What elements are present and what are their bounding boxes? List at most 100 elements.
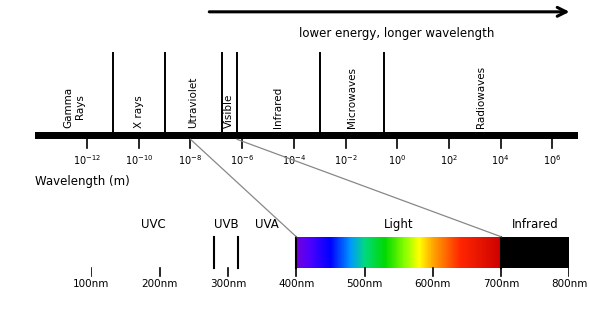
Bar — [486, 237, 487, 268]
Bar — [365, 237, 366, 268]
Bar — [497, 237, 499, 268]
Text: 700nm: 700nm — [483, 279, 519, 289]
Bar — [360, 237, 361, 268]
Bar — [381, 237, 382, 268]
Text: Radiowaves: Radiowaves — [476, 65, 486, 128]
Bar — [428, 237, 429, 268]
Bar — [392, 237, 393, 268]
Bar — [463, 237, 464, 268]
Bar — [335, 237, 336, 268]
Bar — [418, 237, 419, 268]
Bar — [483, 237, 484, 268]
Bar — [350, 237, 351, 268]
Bar — [445, 237, 446, 268]
Bar — [484, 237, 486, 268]
Text: Infrared: Infrared — [512, 218, 559, 231]
Bar — [492, 237, 493, 268]
Bar — [454, 237, 455, 268]
Bar — [407, 237, 408, 268]
Bar — [359, 237, 360, 268]
Text: $10^{6}$: $10^{6}$ — [543, 153, 562, 167]
Bar — [338, 237, 339, 268]
Bar — [406, 237, 407, 268]
Bar — [424, 237, 425, 268]
Bar — [351, 237, 352, 268]
Bar — [352, 237, 353, 268]
Bar — [423, 237, 424, 268]
Bar — [404, 237, 405, 268]
Bar — [349, 237, 350, 268]
Bar — [343, 237, 344, 268]
Bar — [374, 237, 375, 268]
Text: Visible: Visible — [224, 93, 234, 128]
Bar — [411, 237, 412, 268]
Bar — [371, 237, 372, 268]
Bar — [334, 237, 335, 268]
Bar — [442, 237, 443, 268]
Text: $10^{0}$: $10^{0}$ — [388, 153, 407, 167]
Bar — [410, 237, 411, 268]
Text: $10^{-4}$: $10^{-4}$ — [282, 153, 306, 167]
Bar — [408, 237, 409, 268]
Bar — [328, 237, 329, 268]
Bar — [438, 237, 439, 268]
Bar — [394, 237, 395, 268]
Bar — [496, 237, 497, 268]
Bar — [379, 237, 380, 268]
Bar — [395, 237, 396, 268]
Bar — [364, 237, 365, 268]
Bar — [491, 237, 492, 268]
Bar — [482, 237, 483, 268]
Bar — [35, 132, 578, 139]
Bar — [323, 237, 324, 268]
Bar — [304, 237, 305, 268]
Bar — [397, 237, 398, 268]
Bar — [447, 237, 448, 268]
Bar — [355, 237, 356, 268]
Bar — [368, 237, 369, 268]
Bar — [324, 237, 325, 268]
Bar — [451, 237, 452, 268]
Bar — [459, 237, 460, 268]
Bar — [346, 237, 347, 268]
Bar — [427, 237, 428, 268]
Text: $10^{4}$: $10^{4}$ — [491, 153, 510, 167]
Bar — [332, 237, 333, 268]
Bar — [320, 237, 321, 268]
Bar — [416, 237, 417, 268]
Bar — [429, 237, 430, 268]
Bar — [325, 237, 326, 268]
Bar — [467, 237, 468, 268]
Bar — [297, 237, 299, 268]
Text: $10^{-2}$: $10^{-2}$ — [334, 153, 358, 167]
Bar — [300, 237, 301, 268]
Bar — [399, 237, 401, 268]
Bar — [425, 237, 426, 268]
Bar — [415, 237, 416, 268]
Bar — [474, 237, 475, 268]
Bar — [426, 237, 427, 268]
Bar — [310, 237, 311, 268]
Bar — [91, 237, 296, 268]
Bar — [396, 237, 397, 268]
Bar — [384, 237, 385, 268]
Bar — [453, 237, 454, 268]
Bar — [382, 237, 384, 268]
Bar — [369, 237, 371, 268]
Bar — [358, 237, 359, 268]
Bar — [329, 237, 330, 268]
Bar — [499, 237, 500, 268]
Bar — [327, 237, 328, 268]
Bar — [456, 237, 457, 268]
Bar — [305, 237, 306, 268]
Bar — [326, 237, 327, 268]
Bar — [422, 237, 423, 268]
Bar — [357, 237, 358, 268]
Bar — [340, 237, 341, 268]
Text: Light: Light — [384, 218, 414, 231]
Bar — [449, 237, 450, 268]
Bar — [348, 237, 349, 268]
Bar — [444, 237, 445, 268]
Text: 300nm: 300nm — [210, 279, 246, 289]
Bar — [378, 237, 379, 268]
